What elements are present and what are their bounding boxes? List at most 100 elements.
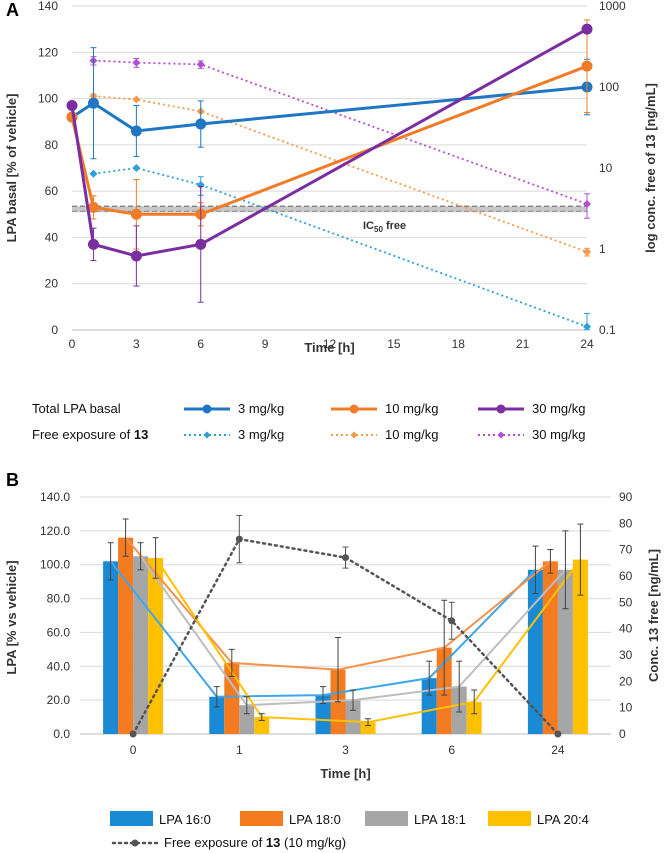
panel-b-y-tick-label: 100.0 — [40, 558, 70, 572]
panel-b-y2-tick-label: 60 — [619, 569, 633, 583]
panel-b-x-axis-title: Time [h] — [320, 766, 370, 781]
bar — [315, 695, 331, 734]
panel-a-series — [66, 19, 593, 331]
panel-b-y-tick-label: 60.0 — [47, 625, 71, 639]
free-exposure-line — [93, 167, 588, 328]
panel-a-label: A — [6, 0, 19, 20]
total-lpa-point — [581, 23, 593, 35]
panel-a-x-tick-label: 21 — [516, 337, 530, 351]
panel-a-x-tick-label: 9 — [262, 337, 269, 351]
panel-a-y-tick-label: 100 — [38, 92, 58, 106]
panel-a-y2-tick-label: 100 — [599, 80, 619, 94]
bar-error-bar — [122, 518, 129, 557]
panel-a-x-tick-label: 12 — [323, 337, 337, 351]
free-exposure-b-point — [448, 617, 456, 625]
panel-a-y-tick-label: 0 — [51, 323, 58, 337]
panel-b-x-tick-label: 24 — [551, 743, 565, 757]
legend-total-label: 10 mg/kg — [385, 401, 438, 416]
legend-free-exposure-b: Free exposure of 13 (10 mg/kg) — [111, 835, 346, 850]
panel-b-y2-tick-label: 70 — [619, 543, 633, 557]
panel-a-legend: Total LPA basal Free exposure of 13 3 mg/k… — [32, 401, 585, 442]
legend-total-swatch-marker — [349, 404, 359, 414]
legend-bar-2: LPA 18:1 — [365, 811, 466, 827]
bar-error-bar — [258, 713, 265, 721]
panel-a-x-tick-label: 15 — [387, 337, 401, 351]
panel-b-label: B — [6, 470, 19, 490]
bar — [133, 556, 149, 734]
legend-free-swatch-marker — [497, 431, 505, 439]
panel-a-y-tick-label: 80 — [45, 138, 59, 152]
bar — [421, 678, 437, 734]
panel-a-axes: 0 20 40 60 80 100 120 140 0 3 6 9 12 15 18 21 24 0.1 1 10 10… — [38, 0, 626, 351]
bar — [148, 557, 164, 734]
panel-a-y2-tick-label: 10 — [599, 161, 613, 175]
legend-bar-label: LPA 20:4 — [537, 812, 589, 827]
panel-a-y2-tick-label: 0.1 — [599, 323, 616, 337]
bar — [118, 537, 134, 734]
legend-total-swatch-marker — [202, 404, 212, 414]
legend-bar-swatch — [365, 811, 408, 826]
legend-bar-swatch — [488, 811, 531, 826]
legend-bar-3: LPA 20:4 — [488, 811, 589, 827]
panel-b-y-tick-label: 40.0 — [47, 659, 71, 673]
free-exposure-point — [89, 169, 98, 178]
bar-error-bar — [137, 542, 144, 571]
free-exposure-point — [583, 322, 591, 331]
legend-bar-label: LPA 18:0 — [289, 812, 341, 827]
panel-a-y-tick-label: 40 — [45, 230, 59, 244]
panel-b-y2-tick-label: 50 — [619, 595, 633, 609]
legend-total-label: 30 mg/kg — [532, 401, 585, 416]
legend-total-lpa-heading: Total LPA basal — [32, 401, 121, 416]
panel-b-y-tick-label: 20.0 — [47, 693, 71, 707]
total-lpa-point — [87, 201, 99, 213]
legend-total-label: 3 mg/kg — [238, 401, 284, 416]
total-lpa-point — [130, 125, 142, 137]
bar — [557, 569, 573, 734]
free-exposure-point — [583, 247, 591, 256]
free-exposure-point — [196, 60, 205, 69]
panel-b-y2-tick-label: 0 — [619, 727, 626, 741]
legend-free-label: 10 mg/kg — [385, 427, 438, 442]
bar-error-bar — [365, 718, 371, 727]
legend-total-2: 30 mg/kg — [478, 401, 585, 416]
total-lpa-point — [130, 250, 142, 262]
panel-a-x-tick-label: 18 — [452, 337, 466, 351]
total-lpa-point — [581, 60, 593, 72]
bar — [360, 722, 376, 734]
total-lpa-point — [66, 100, 78, 112]
bar-error-bar — [456, 660, 463, 713]
free-exposure-point — [132, 164, 141, 172]
free-exposure-point — [583, 199, 591, 208]
panel-b-y2-tick-label: 90 — [619, 490, 633, 504]
panel-b-y-tick-label: 80.0 — [47, 592, 71, 606]
bar-error-bar — [335, 637, 341, 703]
panel-a-y-tick-label: 140 — [38, 0, 58, 13]
bar-series-2 — [133, 556, 573, 734]
panel-b-series — [103, 514, 588, 738]
legend-total-0: 3 mg/kg — [184, 401, 284, 416]
legend-total-swatch-marker — [496, 404, 506, 414]
legend-bar-label: LPA 18:1 — [414, 812, 466, 827]
bar-error-bar — [228, 648, 235, 677]
panel-a-y-tick-label: 20 — [45, 277, 59, 291]
bar-error-bar — [243, 696, 250, 715]
bar — [572, 559, 588, 734]
panel-a-x-tick-label: 3 — [133, 337, 140, 351]
free-exposure-b — [129, 514, 562, 738]
free-exposure-point — [132, 58, 141, 67]
legend-free-exposure-b-swatch-marker — [131, 839, 139, 847]
bar-error-bar — [107, 542, 114, 581]
legend-free-label: 30 mg/kg — [532, 427, 585, 442]
panel-a-y2-tick-label: 1 — [599, 242, 606, 256]
panel-a-y-axis-title: LPA basal [% of vehicle] — [4, 94, 19, 243]
free-exposure-b-point — [235, 535, 243, 543]
legend-bar-swatch — [240, 811, 283, 826]
bar — [209, 696, 225, 734]
bar-error-bar — [562, 530, 569, 610]
panel-b-y2-axis-title: Conc. 13 free [ng/mL] — [646, 549, 661, 682]
panel-b-y2-tick-label: 10 — [619, 701, 633, 715]
legend-free-1: 10 mg/kg — [331, 427, 438, 442]
bar-error-bar — [426, 660, 433, 696]
free-exposure-line — [93, 59, 588, 205]
bar-error-bar — [213, 686, 220, 708]
